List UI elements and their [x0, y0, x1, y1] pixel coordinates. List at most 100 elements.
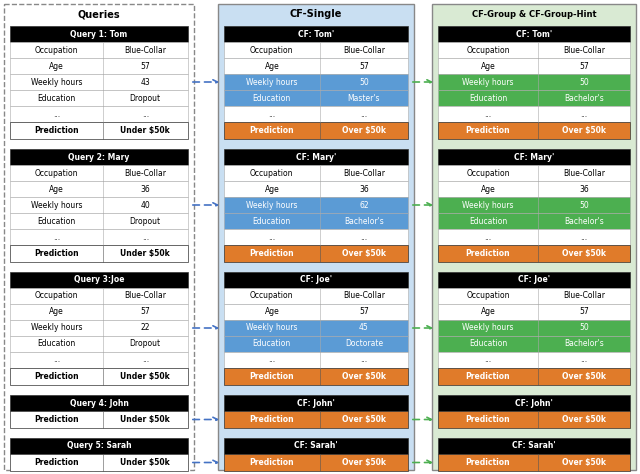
- Text: Education: Education: [468, 93, 507, 102]
- Bar: [438, 122, 630, 139]
- Text: Education: Education: [253, 217, 291, 226]
- Text: Blue-Collar: Blue-Collar: [124, 168, 166, 177]
- Text: Blue-Collar: Blue-Collar: [343, 292, 385, 301]
- Bar: [10, 42, 188, 58]
- Text: Query 2: Mary: Query 2: Mary: [68, 153, 130, 162]
- Text: ...: ...: [484, 233, 492, 241]
- Bar: [224, 272, 408, 288]
- Text: 57: 57: [579, 308, 589, 317]
- Text: Bachelor's: Bachelor's: [564, 217, 604, 226]
- Text: Over $50k: Over $50k: [562, 249, 606, 258]
- Text: Education: Education: [37, 93, 76, 102]
- Text: Prediction: Prediction: [34, 126, 79, 135]
- Bar: [4, 4, 194, 470]
- Bar: [10, 58, 188, 74]
- Text: Education: Education: [37, 217, 76, 226]
- Bar: [438, 368, 630, 385]
- Bar: [438, 336, 630, 352]
- Text: CF: Sarah': CF: Sarah': [294, 441, 338, 450]
- Text: Education: Education: [468, 217, 507, 226]
- Bar: [10, 395, 188, 411]
- Text: Education: Education: [253, 339, 291, 348]
- Text: CF: Tom': CF: Tom': [298, 29, 334, 38]
- Bar: [224, 74, 408, 90]
- Bar: [438, 42, 630, 58]
- Bar: [224, 58, 408, 74]
- Text: CF: Sarah': CF: Sarah': [512, 441, 556, 450]
- Bar: [224, 42, 408, 58]
- Bar: [10, 229, 188, 245]
- Text: CF-Group & CF-Group-Hint: CF-Group & CF-Group-Hint: [472, 9, 596, 18]
- Bar: [224, 395, 408, 411]
- Text: 50: 50: [359, 78, 369, 86]
- Bar: [224, 304, 408, 320]
- Text: ...: ...: [484, 356, 492, 365]
- Text: Over $50k: Over $50k: [562, 458, 606, 467]
- Bar: [10, 304, 188, 320]
- Text: Occupation: Occupation: [466, 168, 509, 177]
- Bar: [218, 4, 414, 470]
- Text: Doctorate: Doctorate: [345, 339, 383, 348]
- Text: CF: John': CF: John': [297, 399, 335, 408]
- Text: Age: Age: [49, 62, 63, 71]
- Text: Prediction: Prediction: [466, 415, 510, 424]
- Text: Queries: Queries: [77, 9, 120, 19]
- Text: ...: ...: [360, 233, 367, 241]
- Text: Blue-Collar: Blue-Collar: [343, 46, 385, 55]
- Text: Prediction: Prediction: [466, 458, 510, 467]
- Text: ...: ...: [52, 109, 60, 118]
- Text: ...: ...: [268, 356, 275, 365]
- Text: Over $50k: Over $50k: [342, 458, 386, 467]
- Bar: [438, 272, 630, 288]
- Bar: [224, 438, 408, 454]
- Bar: [224, 352, 408, 368]
- Text: CF: Joe': CF: Joe': [300, 275, 332, 284]
- Text: CF: Joe': CF: Joe': [518, 275, 550, 284]
- Text: Dropout: Dropout: [130, 217, 161, 226]
- Text: Blue-Collar: Blue-Collar: [124, 46, 166, 55]
- Text: Under $50k: Under $50k: [120, 126, 170, 135]
- Text: Occupation: Occupation: [35, 168, 78, 177]
- Text: 57: 57: [140, 62, 150, 71]
- Text: Weekly hours: Weekly hours: [246, 78, 298, 86]
- Text: ...: ...: [52, 356, 60, 365]
- Text: Prediction: Prediction: [250, 249, 294, 258]
- Text: Under $50k: Under $50k: [120, 458, 170, 467]
- Text: Under $50k: Under $50k: [120, 372, 170, 381]
- Text: Prediction: Prediction: [250, 458, 294, 467]
- Text: Prediction: Prediction: [34, 415, 79, 424]
- Text: Age: Age: [481, 62, 495, 71]
- Text: Over $50k: Over $50k: [342, 126, 386, 135]
- Bar: [10, 438, 188, 454]
- Text: Age: Age: [49, 308, 63, 317]
- Text: Over $50k: Over $50k: [562, 372, 606, 381]
- Text: Under $50k: Under $50k: [120, 415, 170, 424]
- Bar: [224, 320, 408, 336]
- Text: Weekly hours: Weekly hours: [462, 323, 514, 332]
- Bar: [224, 336, 408, 352]
- Text: CF-Single: CF-Single: [290, 9, 342, 19]
- Bar: [438, 197, 630, 213]
- Bar: [10, 272, 188, 288]
- Bar: [10, 320, 188, 336]
- Bar: [438, 454, 630, 471]
- Text: 57: 57: [579, 62, 589, 71]
- Text: Over $50k: Over $50k: [342, 249, 386, 258]
- Text: Master's: Master's: [348, 93, 380, 102]
- Bar: [10, 288, 188, 304]
- Bar: [10, 26, 188, 42]
- Text: ...: ...: [141, 109, 149, 118]
- Text: 62: 62: [359, 201, 369, 210]
- Text: 57: 57: [140, 308, 150, 317]
- Text: Occupation: Occupation: [466, 46, 509, 55]
- Bar: [438, 181, 630, 197]
- Bar: [438, 58, 630, 74]
- Text: 45: 45: [359, 323, 369, 332]
- Bar: [438, 320, 630, 336]
- Text: Bachelor's: Bachelor's: [564, 339, 604, 348]
- Text: Blue-Collar: Blue-Collar: [343, 168, 385, 177]
- Text: Over $50k: Over $50k: [562, 415, 606, 424]
- Bar: [10, 352, 188, 368]
- Text: Prediction: Prediction: [250, 415, 294, 424]
- Bar: [438, 165, 630, 181]
